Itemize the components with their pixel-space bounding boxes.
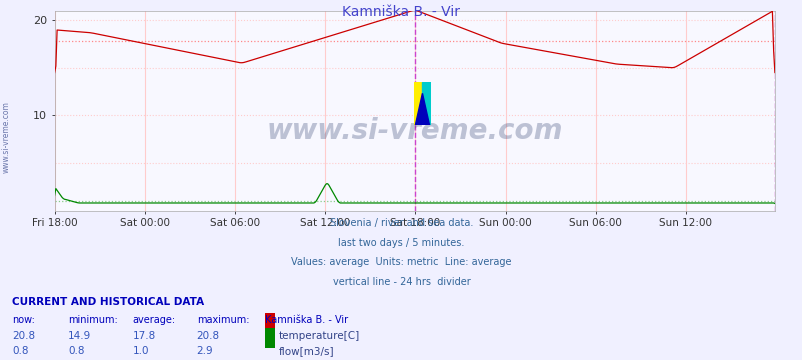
Text: 14.9: 14.9 xyxy=(68,331,91,341)
Text: Kamniška B. - Vir: Kamniška B. - Vir xyxy=(265,315,348,325)
Text: 0.8: 0.8 xyxy=(68,346,85,356)
Text: CURRENT AND HISTORICAL DATA: CURRENT AND HISTORICAL DATA xyxy=(12,297,204,307)
Text: 17.8: 17.8 xyxy=(132,331,156,341)
Text: www.si-vreme.com: www.si-vreme.com xyxy=(266,117,562,145)
Text: average:: average: xyxy=(132,315,176,325)
Text: flow[m3/s]: flow[m3/s] xyxy=(278,346,334,356)
Text: temperature[C]: temperature[C] xyxy=(278,331,359,341)
Text: vertical line - 24 hrs  divider: vertical line - 24 hrs divider xyxy=(332,277,470,287)
Polygon shape xyxy=(415,93,429,125)
Bar xyxy=(422,82,431,125)
Text: 20.8: 20.8 xyxy=(196,331,220,341)
Bar xyxy=(413,82,422,125)
Text: 1.0: 1.0 xyxy=(132,346,149,356)
Text: minimum:: minimum: xyxy=(68,315,118,325)
Text: 2.9: 2.9 xyxy=(196,346,213,356)
Text: 20.8: 20.8 xyxy=(12,331,35,341)
Text: Values: average  Units: metric  Line: average: Values: average Units: metric Line: aver… xyxy=(291,257,511,267)
Text: Slovenia / river and sea data.: Slovenia / river and sea data. xyxy=(330,218,472,228)
Text: maximum:: maximum: xyxy=(196,315,249,325)
Text: www.si-vreme.com: www.si-vreme.com xyxy=(2,101,11,173)
Text: Kamniška B. - Vir: Kamniška B. - Vir xyxy=(342,5,460,19)
Text: last two days / 5 minutes.: last two days / 5 minutes. xyxy=(338,238,464,248)
Text: 0.8: 0.8 xyxy=(12,346,29,356)
Text: now:: now: xyxy=(12,315,34,325)
